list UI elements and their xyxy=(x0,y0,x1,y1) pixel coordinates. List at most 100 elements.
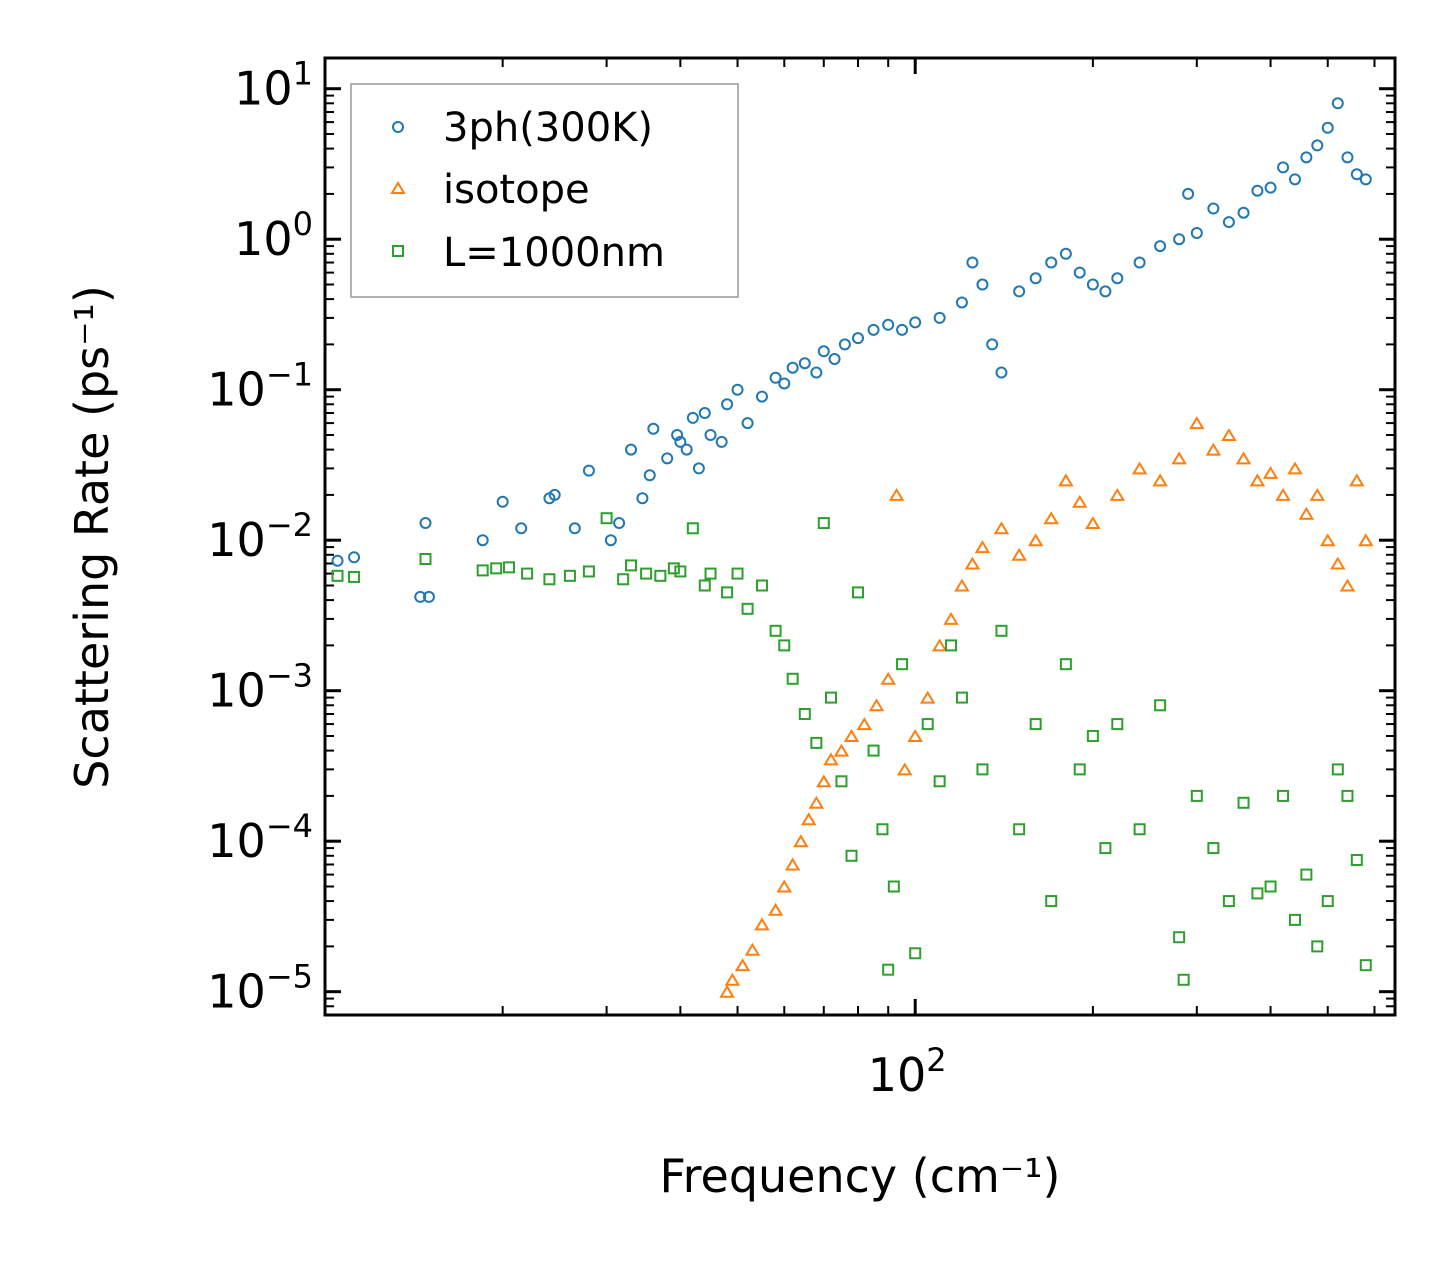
y-tick-label: 10−2 xyxy=(207,506,313,567)
data-point xyxy=(856,717,873,731)
data-point xyxy=(548,488,561,501)
data-point xyxy=(1029,718,1042,731)
data-point xyxy=(331,569,344,582)
data-point xyxy=(755,579,768,592)
data-point xyxy=(896,323,909,336)
data-point xyxy=(767,902,784,916)
y-axis: 101 100 10−1 10−2 10−3 10−4 10−5 xyxy=(207,55,1395,1019)
data-point xyxy=(933,775,946,788)
legend-marker-isotope xyxy=(390,181,406,194)
data-point xyxy=(1350,168,1363,181)
data-point xyxy=(933,311,946,324)
data-point xyxy=(1235,451,1252,465)
data-point xyxy=(868,698,885,712)
data-point xyxy=(1111,272,1124,285)
y-tick-label: 10−5 xyxy=(207,958,313,1019)
data-point xyxy=(882,963,895,976)
legend-marker-3ph xyxy=(392,121,404,133)
data-point xyxy=(686,522,699,535)
data-point xyxy=(721,586,734,599)
data-point xyxy=(1109,487,1126,501)
data-point xyxy=(931,638,948,652)
series-1 xyxy=(719,416,1374,998)
y-axis-label: Scattering Rate (ps⁻¹) xyxy=(65,285,119,789)
data-point xyxy=(348,570,361,583)
series-2 xyxy=(331,512,1372,986)
data-point xyxy=(1349,473,1365,487)
data-point xyxy=(1221,428,1237,442)
plot-frame xyxy=(323,56,1397,1017)
y-tick-label: 10−4 xyxy=(207,807,313,868)
data-point xyxy=(1321,895,1334,908)
data-point xyxy=(1264,181,1277,194)
x-tick-label: 102 xyxy=(868,1041,947,1102)
data-point xyxy=(1288,913,1301,926)
data-point xyxy=(1331,763,1344,776)
data-point xyxy=(1237,796,1250,809)
data-point xyxy=(1321,121,1334,134)
legend-label-isotope: isotope xyxy=(443,167,590,213)
data-point xyxy=(1059,658,1072,671)
data-point xyxy=(674,565,687,578)
data-point xyxy=(1182,187,1195,200)
data-point xyxy=(798,357,811,370)
data-point xyxy=(896,762,913,776)
data-point xyxy=(686,411,699,424)
data-point xyxy=(888,487,905,501)
data-point xyxy=(654,569,667,582)
data-point xyxy=(1300,868,1313,881)
data-point xyxy=(1350,853,1363,866)
data-point xyxy=(1131,461,1148,475)
data-point xyxy=(1099,285,1112,298)
data-point xyxy=(909,316,922,329)
data-point xyxy=(1341,151,1354,164)
data-point xyxy=(1058,473,1074,487)
data-point xyxy=(817,345,830,358)
data-point xyxy=(671,429,684,442)
legend-label-3ph: 3ph(300K) xyxy=(443,105,653,151)
data-point xyxy=(1205,442,1222,456)
data-point xyxy=(582,464,595,477)
data-point xyxy=(490,562,503,575)
data-point xyxy=(835,775,848,788)
data-point xyxy=(1358,533,1374,547)
data-point xyxy=(754,917,770,931)
data-point xyxy=(348,551,361,564)
data-point xyxy=(1086,278,1099,291)
data-point xyxy=(816,774,832,788)
data-point xyxy=(721,398,734,411)
data-point xyxy=(808,795,825,809)
data-point xyxy=(1300,151,1313,164)
data-point xyxy=(867,744,880,757)
data-point xyxy=(1277,789,1290,802)
legend: 3ph(300K) isotope L=1000nm xyxy=(350,83,739,298)
data-point xyxy=(786,361,799,374)
data-point xyxy=(674,435,687,448)
data-point xyxy=(1237,206,1250,219)
data-point xyxy=(1133,256,1146,269)
data-point xyxy=(769,371,782,384)
data-point xyxy=(625,559,638,572)
data-point xyxy=(1045,256,1058,269)
data-point xyxy=(793,834,809,848)
data-point xyxy=(1359,959,1372,972)
legend-label-boundary: L=1000nm xyxy=(443,230,665,276)
data-point xyxy=(1330,556,1346,570)
data-point xyxy=(955,691,968,704)
data-point xyxy=(810,366,823,379)
data-point xyxy=(1311,940,1324,953)
data-point xyxy=(896,658,909,671)
data-point xyxy=(986,338,999,351)
data-point xyxy=(640,567,653,580)
data-point xyxy=(887,880,900,893)
data-point xyxy=(852,586,865,599)
data-point xyxy=(715,435,728,448)
data-point xyxy=(943,611,959,625)
data-point xyxy=(1277,161,1290,174)
data-point xyxy=(1359,173,1372,186)
data-point xyxy=(1311,139,1324,152)
data-point xyxy=(945,639,958,652)
data-point xyxy=(919,690,936,704)
data-point xyxy=(1288,173,1301,186)
data-point xyxy=(1099,842,1112,855)
